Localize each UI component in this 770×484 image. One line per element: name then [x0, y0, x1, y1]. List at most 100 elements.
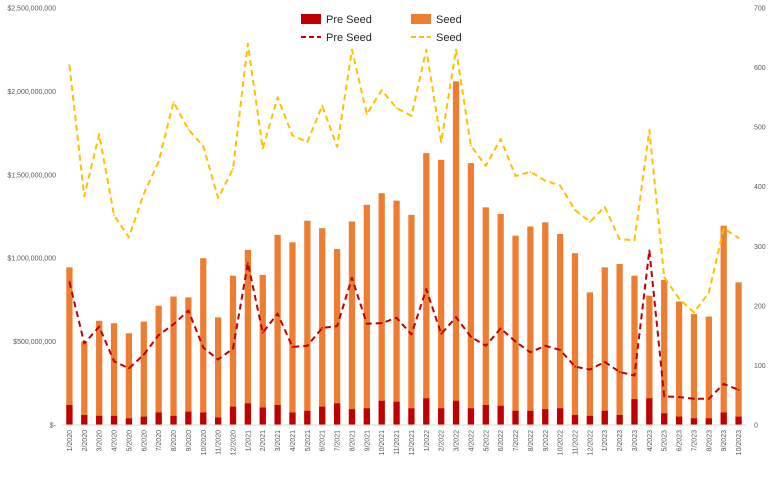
legend-label-pre-seed-line: Pre Seed [326, 32, 372, 44]
y-tick-label: $2,500,000,000 [7, 6, 56, 13]
point-pre-seed-2-2021 [261, 331, 264, 334]
bar-pre-seed-3-2020 [96, 415, 103, 425]
point-seed-4-2021 [291, 134, 294, 137]
point-pre-seed-3-2020 [98, 325, 101, 328]
point-pre-seed-9-2020 [187, 309, 190, 312]
x-tick-label: 11/2020 [216, 430, 223, 455]
bar-seed-7-2022 [512, 235, 519, 425]
point-seed-3-2022 [455, 48, 457, 51]
point-seed-5-2023 [663, 276, 666, 279]
x-tick-label: 10/2020 [201, 430, 208, 455]
bar-seed-9-2021 [363, 204, 370, 425]
point-pre-seed-7-2020 [157, 334, 160, 336]
point-seed-11-2021 [395, 107, 398, 109]
point-pre-seed-11-2021 [395, 316, 398, 319]
point-seed-2-2023 [618, 238, 621, 241]
x-tick-label: 5/2020 [126, 430, 133, 452]
y2-tick-label: 600 [754, 65, 766, 72]
bar-pre-seed-6-2022 [497, 405, 504, 425]
point-seed-6-2023 [678, 297, 680, 300]
bar-pre-seed-4-2022 [467, 408, 475, 425]
point-pre-seed-5-2022 [484, 344, 487, 347]
bar-pre-seed-5-2021 [304, 410, 311, 425]
bar-seed-1-2023 [601, 267, 608, 425]
x-tick-label: 9/2021 [364, 430, 371, 452]
point-seed-6-2020 [142, 192, 145, 195]
point-pre-seed-12-2022 [588, 368, 591, 371]
bar-pre-seed-10-2023 [735, 416, 742, 425]
point-seed-7-2023 [693, 311, 695, 314]
bar-seed-12-2021 [408, 214, 415, 425]
x-tick-label: 12/2021 [409, 430, 416, 455]
bar-pre-seed-2-2021 [259, 407, 266, 425]
point-pre-seed-6-2020 [142, 353, 145, 356]
bar-seed-10-2021 [378, 193, 385, 425]
point-pre-seed-4-2023 [648, 249, 651, 252]
point-pre-seed-4-2022 [470, 335, 472, 338]
point-pre-seed-4-2020 [113, 360, 115, 363]
bar-pre-seed-5-2022 [482, 404, 489, 425]
y2-tick-label: 400 [754, 184, 766, 191]
bar-seed-10-2020 [200, 258, 207, 425]
y2-tick-label: 500 [754, 125, 766, 132]
x-tick-label: 3/2022 [454, 430, 461, 452]
point-pre-seed-7-2022 [514, 340, 517, 343]
bar-pre-seed-9-2020 [185, 411, 192, 425]
point-pre-seed-5-2023 [663, 395, 666, 398]
x-tick-label: 6/2022 [498, 430, 505, 452]
point-pre-seed-2-2022 [440, 332, 443, 335]
point-pre-seed-10-2022 [559, 349, 562, 351]
bar-seed-7-2023 [690, 314, 698, 425]
legend-label-seed-line: Seed [436, 32, 462, 44]
bar-pre-seed-8-2022 [527, 410, 534, 425]
point-pre-seed-6-2023 [678, 396, 680, 398]
bar-seed-1-2020 [66, 267, 73, 425]
point-seed-7-2021 [336, 145, 338, 148]
x-tick-label: 2/2021 [260, 430, 267, 452]
point-seed-10-2023 [737, 237, 740, 239]
x-tick-label: 3/2020 [97, 430, 104, 452]
point-seed-10-2022 [559, 184, 562, 187]
point-seed-11-2022 [574, 209, 576, 211]
bar-seed-5-2020 [125, 333, 133, 425]
x-tick-label: 3/2023 [632, 430, 639, 452]
x-tick-label: 4/2023 [647, 430, 654, 452]
point-seed-3-2021 [276, 96, 279, 99]
bar-seed-4-2022 [467, 163, 475, 425]
point-pre-seed-12-2021 [410, 333, 413, 336]
y2-tick-label: 300 [754, 244, 766, 251]
x-tick-label: 5/2022 [483, 430, 490, 452]
point-seed-10-2020 [202, 145, 205, 148]
point-pre-seed-11-2020 [217, 358, 220, 361]
point-seed-5-2020 [128, 236, 130, 239]
x-tick-label: 8/2020 [171, 430, 178, 452]
x-tick-label: 8/2021 [349, 430, 356, 452]
point-pre-seed-8-2020 [172, 323, 175, 326]
bar-pre-seed-6-2023 [675, 416, 683, 425]
bar-seed-2-2023 [616, 264, 623, 425]
point-pre-seed-3-2023 [633, 374, 636, 377]
bar-pre-seed-3-2021 [274, 404, 281, 425]
bar-pre-seed-8-2020 [170, 415, 177, 425]
bar-pre-seed-8-2021 [348, 409, 356, 425]
point-pre-seed-1-2020 [68, 281, 71, 283]
x-tick-label: 10/2021 [379, 430, 386, 455]
x-tick-label: 5/2021 [305, 430, 312, 452]
bar-seed-3-2021 [274, 234, 281, 425]
bar-seed-8-2020 [170, 296, 177, 425]
point-seed-1-2023 [603, 206, 606, 208]
point-seed-4-2023 [648, 129, 651, 132]
point-pre-seed-2-2023 [618, 371, 621, 373]
bar-seed-5-2023 [661, 279, 668, 425]
point-seed-7-2020 [157, 160, 160, 163]
line-layer [68, 42, 740, 400]
bar-pre-seed-9-2023 [720, 412, 727, 425]
bar-pre-seed-4-2020 [110, 415, 118, 425]
x-tick-label: 1/2020 [67, 430, 74, 452]
point-pre-seed-1-2022 [425, 288, 428, 291]
bar-pre-seed-2-2022 [438, 408, 445, 425]
bar-seed-3-2022 [452, 81, 460, 425]
x-tick-label: 9/2020 [186, 430, 193, 452]
line-series-seed [68, 42, 740, 314]
x-tick-label: 6/2020 [141, 430, 148, 452]
